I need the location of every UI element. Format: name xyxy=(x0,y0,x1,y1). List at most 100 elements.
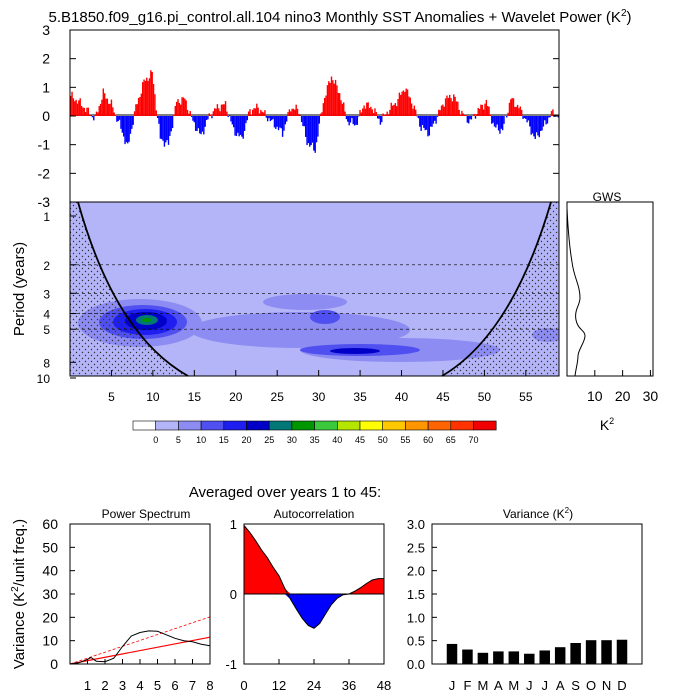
sst-anomaly-bar xyxy=(120,116,122,129)
colorbar-swatch xyxy=(268,420,293,431)
sst-anomaly-bar xyxy=(269,116,272,122)
ps-x-tick-label: 8 xyxy=(206,678,213,693)
colorbar-label: 65 xyxy=(446,435,456,445)
wavelet-contour-30 xyxy=(136,315,158,325)
sst-anomaly-bar xyxy=(364,108,367,116)
sst-anomaly-bar xyxy=(194,116,197,131)
sst-anomaly-bar xyxy=(159,116,162,139)
sst-anomaly-bar xyxy=(542,116,545,127)
sst-anomaly-bar xyxy=(319,113,322,116)
sst-anomaly-bar xyxy=(70,95,72,116)
sst-y-tick-label: -2 xyxy=(38,165,51,181)
sst-anomaly-bar xyxy=(508,102,511,116)
sst-anomaly-bar xyxy=(381,116,383,123)
sst-anomaly-bar xyxy=(421,116,424,125)
sst-anomaly-bar xyxy=(233,116,235,128)
sst-anomaly-bar xyxy=(79,98,81,116)
sst-anomaly-bar xyxy=(314,116,316,153)
sst-anomaly-bar xyxy=(215,108,217,116)
colorbar-swatch xyxy=(314,420,338,431)
sst-anomaly-bar xyxy=(197,116,200,129)
sst-anomaly-bar xyxy=(352,116,354,125)
sst-anomaly-bar xyxy=(253,108,255,116)
var-x-tick-label: M xyxy=(508,678,519,693)
sst-anomaly-bar xyxy=(503,116,505,124)
sst-anomaly-bar xyxy=(252,109,254,116)
sst-anomaly-bar xyxy=(189,111,191,116)
sst-anomaly-bar xyxy=(522,116,524,119)
sst-anomaly-bar xyxy=(205,116,208,121)
sst-anomaly-bar xyxy=(557,116,560,118)
sst-anomaly-bar xyxy=(139,97,141,116)
sst-anomaly-bar xyxy=(444,98,447,116)
sst-anomaly-bar xyxy=(220,104,223,116)
sst-anomaly-bar xyxy=(258,113,261,116)
colorbar-swatch xyxy=(450,420,474,431)
sst-anomaly-bar xyxy=(131,116,133,129)
sst-anomaly-bar xyxy=(254,108,257,116)
variance-y-axis: 0.0 0.5 1.0 1.5 2.0 2.5 3.0 xyxy=(407,517,437,672)
sst-anomaly-bar xyxy=(231,116,234,125)
sst-anomaly-bar xyxy=(526,116,528,123)
sst-anomaly-bar xyxy=(237,116,239,133)
sst-anomaly-bar xyxy=(376,116,379,119)
sst-anomaly-bar xyxy=(424,116,426,131)
sst-anomaly-bar xyxy=(527,116,530,121)
sst-anomaly-bar xyxy=(398,92,401,116)
sst-anomaly-bar xyxy=(328,81,330,116)
sst-anomaly-bar xyxy=(122,116,125,137)
sst-anomaly-bar xyxy=(238,116,240,137)
ps-x-tick-label: 4 xyxy=(136,678,143,693)
sst-anomaly-bar xyxy=(239,116,242,135)
sst-anomaly-bar xyxy=(374,108,376,116)
sst-anomaly-bar xyxy=(190,116,193,117)
sst-anomaly-bar xyxy=(307,116,310,144)
sst-anomaly-bar xyxy=(330,76,333,116)
sst-anomaly-bar xyxy=(515,106,517,116)
sst-anomaly-bar xyxy=(230,116,232,122)
sst-anomaly-bar xyxy=(277,116,280,131)
ac-y-tick-label: 1 xyxy=(230,517,237,532)
sst-anomaly-bar xyxy=(348,116,350,126)
sst-anomaly-bar xyxy=(529,116,531,127)
colorbar-swatch xyxy=(200,420,225,431)
sst-y-tick-label: -1 xyxy=(38,137,51,153)
gws-x-tick-label: 20 xyxy=(615,388,631,404)
sst-anomaly-bar xyxy=(382,113,384,116)
sst-anomaly-bar xyxy=(415,109,417,116)
sst-anomaly-bar xyxy=(491,116,493,124)
sst-anomaly-bar xyxy=(209,114,212,116)
sst-anomaly-bar xyxy=(474,116,477,119)
colorbar-label: 55 xyxy=(400,435,410,445)
sst-anomaly-bar xyxy=(99,103,102,116)
sst-anomaly-bar xyxy=(93,116,95,121)
sst-anomaly-bar xyxy=(550,111,553,116)
sst-anomaly-bar xyxy=(295,104,297,116)
sst-anomaly-bar xyxy=(188,113,190,116)
sst-anomaly-bar xyxy=(343,102,345,116)
sst-anomaly-bar xyxy=(461,110,463,116)
sst-anomaly-bar xyxy=(290,111,292,116)
ps-x-tick-label: 6 xyxy=(171,678,178,693)
ps-y-tick-label: 20 xyxy=(42,609,58,625)
sst-anomaly-bar xyxy=(420,116,422,131)
sst-anomaly-bar xyxy=(499,116,501,134)
sst-anomaly-bar xyxy=(207,116,209,120)
sst-anomaly-bar xyxy=(127,116,129,144)
sst-anomaly-bar xyxy=(545,116,547,125)
sst-anomaly-bar xyxy=(262,112,265,116)
sst-anomaly-bar xyxy=(359,109,361,116)
var-x-tick-label: O xyxy=(586,678,596,693)
sst-anomaly-bar xyxy=(326,85,329,116)
sst-anomaly-bar xyxy=(523,116,526,119)
sst-anomaly-bar xyxy=(91,116,94,118)
sst-anomaly-bar xyxy=(448,94,451,116)
sst-anomaly-bar xyxy=(501,116,504,131)
ps-y-tick-label: 40 xyxy=(42,563,58,579)
sst-anomaly-bar xyxy=(265,116,267,118)
sst-anomaly-bar xyxy=(552,109,554,116)
sst-anomaly-bar xyxy=(402,90,405,116)
sst-anomaly-bar xyxy=(171,116,174,129)
variance-bar xyxy=(524,653,535,664)
